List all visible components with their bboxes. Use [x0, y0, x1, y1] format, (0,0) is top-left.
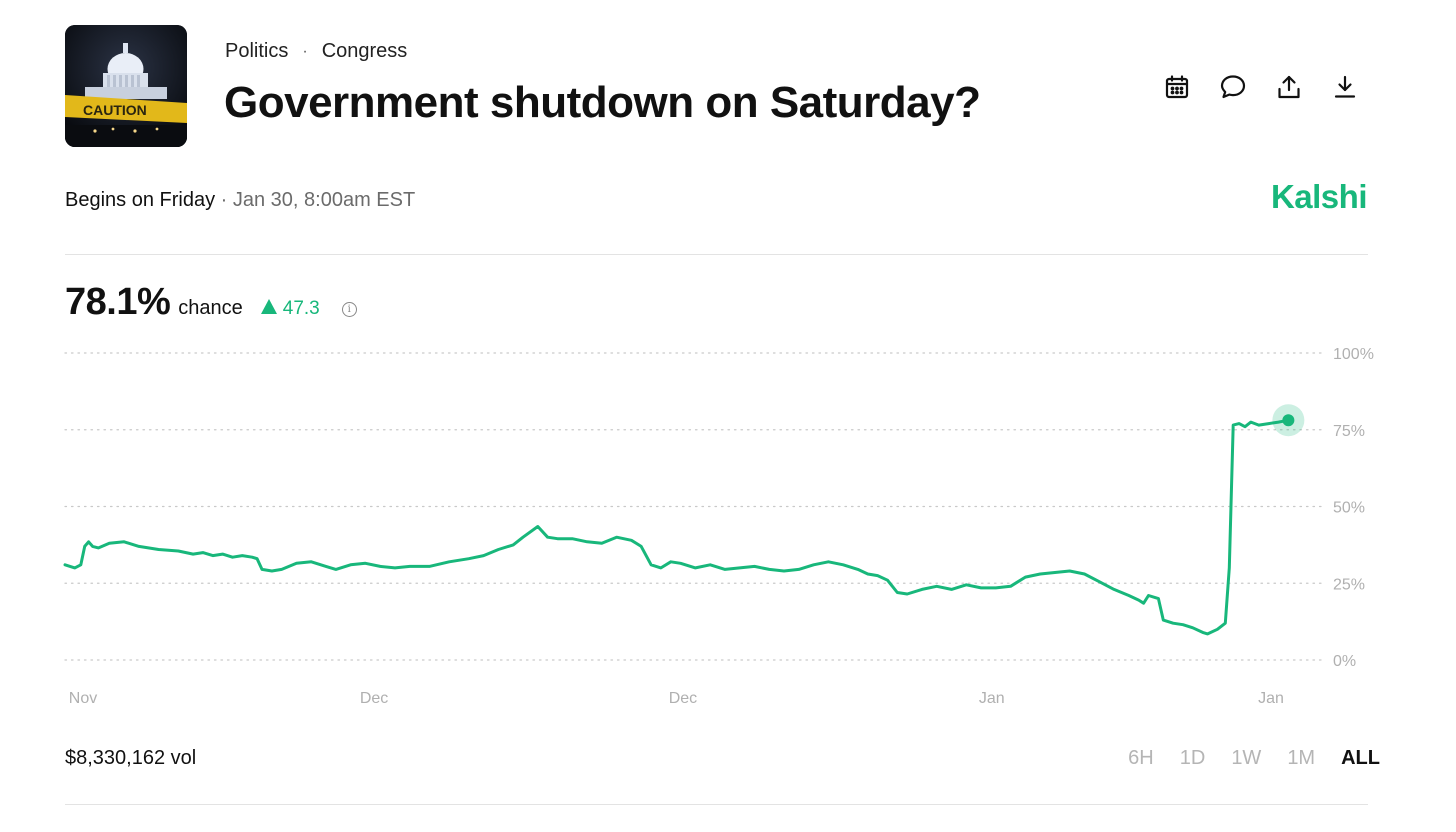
divider-bottom	[65, 804, 1368, 805]
action-toolbar	[1160, 70, 1362, 104]
range-1d[interactable]: 1D	[1179, 747, 1206, 769]
breadcrumb-separator: ·	[302, 42, 308, 60]
x-tick-label: Jan	[1258, 690, 1284, 707]
latest-point[interactable]	[1282, 414, 1295, 427]
download-icon[interactable]	[1328, 70, 1362, 104]
chance-change: 47.3	[260, 298, 320, 320]
share-icon[interactable]	[1272, 70, 1306, 104]
info-icon[interactable]: i	[341, 302, 357, 317]
range-6h[interactable]: 6H	[1128, 747, 1154, 769]
y-tick-label: 100%	[1333, 346, 1374, 363]
breadcrumb: Politics · Congress	[225, 40, 407, 63]
breadcrumb-category[interactable]: Politics	[225, 40, 289, 62]
capitol-image: CAUTION	[65, 25, 187, 147]
brand-logo[interactable]: Kalshi	[1270, 178, 1368, 215]
range-all[interactable]: ALL	[1341, 747, 1380, 769]
caution-tape-text: CAUTION	[83, 102, 147, 118]
y-tick-label: 50%	[1333, 500, 1365, 517]
divider-top	[65, 254, 1368, 255]
y-tick-label: 0%	[1333, 653, 1356, 670]
chance-value: 78.1%	[65, 281, 171, 323]
x-tick-label: Dec	[669, 690, 697, 707]
chance-label: chance	[178, 297, 243, 319]
time-range-selector: 6H 1D 1W 1M ALL	[1128, 747, 1380, 770]
chance-change-value: 47.3	[282, 298, 320, 319]
page-title: Government shutdown on Saturday?	[224, 78, 981, 127]
begins-separator: ·	[215, 189, 233, 211]
x-tick-label: Nov	[69, 690, 97, 707]
y-tick-label: 25%	[1333, 576, 1365, 593]
x-tick-label: Dec	[360, 690, 388, 707]
y-tick-label: 75%	[1333, 423, 1365, 440]
range-1m[interactable]: 1M	[1287, 747, 1316, 769]
volume-label: $8,330,162 vol	[65, 747, 197, 769]
probability-line	[63, 418, 1290, 636]
x-tick-label: Jan	[979, 690, 1005, 707]
comment-icon[interactable]	[1216, 70, 1250, 104]
breadcrumb-subcategory[interactable]: Congress	[321, 40, 408, 62]
calendar-icon[interactable]	[1160, 70, 1194, 104]
begins-label: Begins on Friday	[65, 189, 216, 211]
odds-summary: 78.1% chance 47.3 i	[65, 281, 357, 324]
market-thumbnail: CAUTION	[65, 25, 187, 147]
begins-datetime: Jan 30, 8:00am EST	[232, 189, 416, 211]
begins-info: Begins on Friday · Jan 30, 8:00am EST	[65, 189, 415, 212]
range-1w[interactable]: 1W	[1231, 747, 1262, 769]
up-arrow-icon	[260, 299, 277, 314]
price-chart: 0% 25% 50% 75% 100% Nov Dec Dec Jan Jan	[63, 346, 1374, 707]
